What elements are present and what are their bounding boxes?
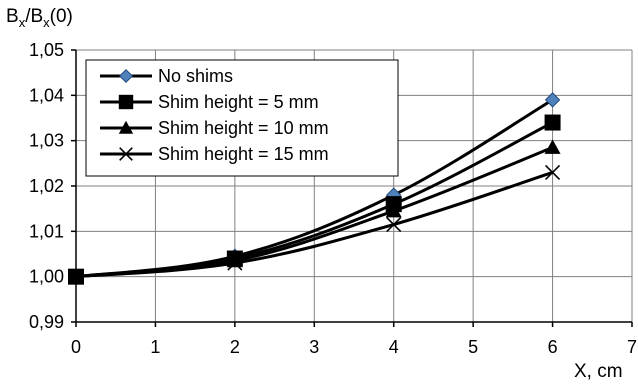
data-point-x [386,216,402,233]
legend: No shims Shim height = 5 mm Shim height = … [85,59,399,177]
legend-label: No shims [158,66,233,86]
y-tick-label: 1,05 [29,40,64,60]
x-tick-label: 1 [150,337,160,357]
x-tick-label: 5 [468,337,478,357]
legend-box [85,59,399,177]
x-tick-label: 7 [627,337,637,357]
data-point-triangle [226,252,243,268]
data-point-triangle [118,120,134,134]
y-tick-label: 1,03 [29,131,64,151]
x-tick-label: 2 [230,337,240,357]
x-tick-label: 0 [71,337,81,357]
legend-entry: Shim height = 15 mm [100,144,329,164]
data-point-triangle [544,139,561,154]
legend-label: Shim height = 5 mm [158,92,319,112]
data-point-square [118,94,134,110]
x-tick-label: 4 [389,337,399,357]
y-tick-label: 1,00 [29,267,64,287]
legend-entry: Shim height = 10 mm [100,118,329,138]
data-point-diamond [118,68,134,84]
legend-entry: No shims [100,66,233,86]
x-tick-label: 6 [548,337,558,357]
y-axis-title: Bx/Bx(0) [6,6,73,30]
series-group [68,92,561,285]
legend-label: Shim height = 15 mm [158,144,329,164]
data-point-diamond [544,92,561,108]
x-tick-label: 3 [309,337,319,357]
data-point-x [545,164,561,180]
y-tick-label: 1,04 [29,85,64,105]
data-point-square [544,114,561,131]
x-axis-title: X, cm [574,361,623,381]
y-tick-label: 0,99 [29,312,64,332]
data-point-x [227,255,243,271]
y-tick-label: 1,01 [29,221,64,241]
series-line-4 [75,170,554,279]
legend-entry: Shim height = 5 mm [100,92,319,112]
data-point-x [119,147,133,161]
legend-label: Shim height = 10 mm [158,118,329,138]
data-point-x [68,269,84,285]
y-tick-label: 1,02 [29,176,64,196]
data-point-triangle [385,202,402,218]
